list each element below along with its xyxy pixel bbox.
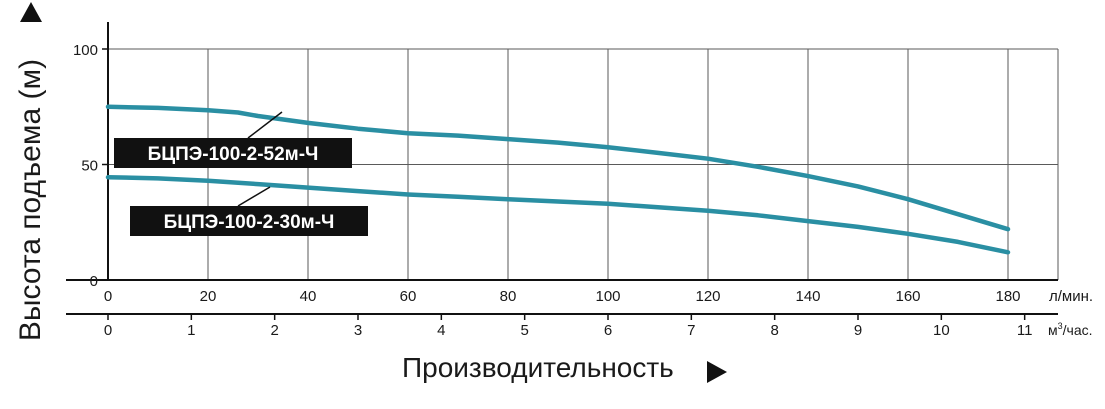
y-axis-title-wrap: Высота подъема (м) (14, 2, 47, 396)
x-tick-label: 160 (895, 288, 920, 305)
x2-tick-label: 7 (687, 322, 695, 339)
x-tick-label: 180 (995, 288, 1020, 305)
x2-tick-label: 10 (933, 322, 950, 339)
x-unit-label: л/мин. (1049, 288, 1093, 305)
x2-tick-label: 3 (354, 322, 362, 339)
x2-tick-label: 0 (104, 322, 112, 339)
x-tick-label: 140 (795, 288, 820, 305)
y-axis-arrow-icon (20, 2, 42, 22)
series-line-1 (105, 104, 1011, 232)
x-tick-label: 0 (104, 288, 112, 305)
y-tick-label: 100 (73, 42, 98, 59)
series-label-leader-1 (247, 111, 283, 139)
x2-tick-label: 6 (604, 322, 612, 339)
x-tick-label: 40 (300, 288, 317, 305)
x2-tick-label: 1 (187, 322, 195, 339)
x2-tick-label: 5 (520, 322, 528, 339)
x2-tick-label: 4 (437, 322, 445, 339)
y-tick-label: 50 (81, 158, 98, 175)
series-label-leader-2 (237, 186, 271, 207)
series-label-2: БЦПЭ-100-2-30м-Ч (164, 212, 335, 233)
series-label-box-2 (130, 206, 368, 236)
x2-tick-label: 2 (270, 322, 278, 339)
x-tick-label: 100 (595, 288, 620, 305)
x-axis-arrow-icon (707, 361, 727, 383)
x-tick-label: 20 (200, 288, 217, 305)
y-tick-label: 0 (90, 273, 98, 290)
x-tick-label: 120 (695, 288, 720, 305)
x2-tick-label: 8 (770, 322, 778, 339)
x-tick-label: 60 (400, 288, 417, 305)
x-axis-title: Производительность (402, 352, 674, 383)
series-label-box-1 (114, 138, 352, 168)
series-label-1: БЦПЭ-100-2-52м-Ч (148, 144, 319, 165)
x2-tick-label: 9 (854, 322, 862, 339)
series-line-2 (105, 174, 1011, 255)
x2-unit-label: м3/час. (1048, 321, 1093, 338)
x2-tick-label: 11 (1017, 322, 1033, 339)
x-tick-label: 80 (500, 288, 517, 305)
